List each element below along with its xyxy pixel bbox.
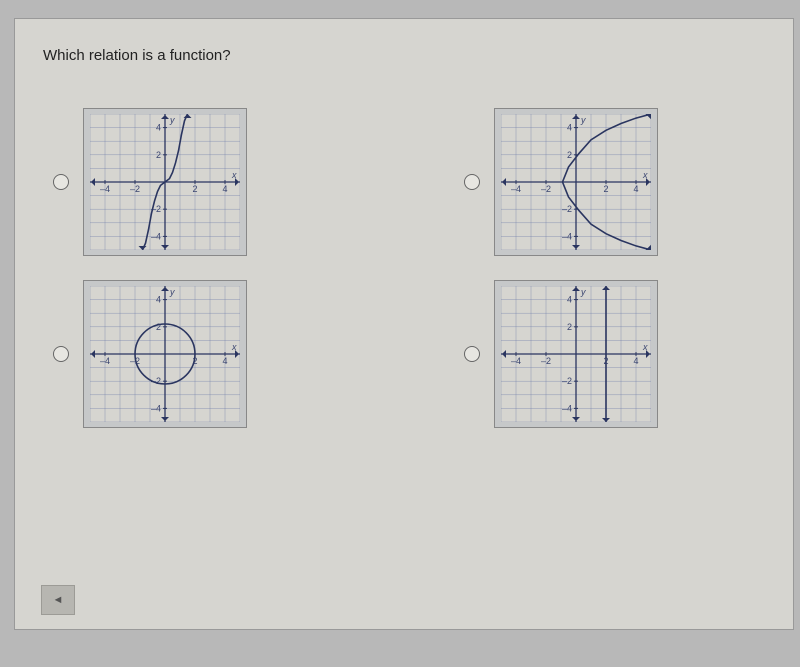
svg-vline: –4–224–4–224yx (501, 286, 651, 422)
svg-text:4: 4 (567, 123, 572, 133)
svg-text:–4: –4 (151, 403, 161, 413)
graph-parabola: –4–224–4–224yx (494, 108, 658, 256)
svg-text:–2: –2 (541, 356, 551, 366)
graph-circle: –4–224–4–224yx (83, 280, 247, 428)
graph-cubic: –4–224–4–224yx (83, 108, 247, 256)
svg-text:–4: –4 (100, 184, 110, 194)
svg-text:–4: –4 (511, 356, 521, 366)
svg-text:2: 2 (192, 184, 197, 194)
svg-text:4: 4 (156, 123, 161, 133)
radio-button[interactable] (464, 346, 480, 362)
radio-button[interactable] (53, 174, 69, 190)
svg-text:4: 4 (222, 184, 227, 194)
svg-text:y: y (169, 287, 175, 297)
svg-text:2: 2 (156, 322, 161, 332)
svg-text:–4: –4 (562, 231, 572, 241)
question-text: Which relation is a function? (43, 47, 765, 64)
radio-button[interactable] (53, 346, 69, 362)
svg-text:2: 2 (567, 150, 572, 160)
options-grid: –4–224–4–224yx –4–224–4–224yx –4–224–4–2… (43, 108, 765, 428)
svg-text:–2: –2 (541, 184, 551, 194)
svg-text:–4: –4 (511, 184, 521, 194)
svg-text:–2: –2 (562, 204, 572, 214)
svg-text:4: 4 (633, 184, 638, 194)
graph-vline: –4–224–4–224yx (494, 280, 658, 428)
svg-circle: –4–224–4–224yx (90, 286, 240, 422)
option-circle[interactable]: –4–224–4–224yx (53, 280, 344, 428)
svg-cubic: –4–224–4–224yx (90, 114, 240, 250)
svg-text:4: 4 (222, 356, 227, 366)
svg-parabola: –4–224–4–224yx (501, 114, 651, 250)
svg-text:–4: –4 (151, 231, 161, 241)
svg-text:2: 2 (567, 322, 572, 332)
option-vline[interactable]: –4–224–4–224yx (464, 280, 755, 428)
back-icon: ◄ (53, 594, 64, 606)
svg-text:2: 2 (603, 184, 608, 194)
back-button[interactable]: ◄ (41, 585, 75, 615)
svg-text:–4: –4 (100, 356, 110, 366)
svg-text:–2: –2 (562, 376, 572, 386)
svg-text:2: 2 (156, 150, 161, 160)
svg-text:x: x (231, 342, 237, 352)
svg-text:4: 4 (633, 356, 638, 366)
svg-text:4: 4 (156, 295, 161, 305)
svg-text:–2: –2 (130, 184, 140, 194)
svg-text:–4: –4 (562, 403, 572, 413)
worksheet-page: Which relation is a function? –4 –2 2 4 –4 –2… (14, 18, 794, 630)
svg-text:y: y (580, 115, 586, 125)
radio-button[interactable] (464, 174, 480, 190)
option-parabola[interactable]: –4–224–4–224yx (464, 108, 755, 256)
svg-text:4: 4 (567, 295, 572, 305)
option-cubic[interactable]: –4–224–4–224yx (53, 108, 344, 256)
svg-text:y: y (580, 287, 586, 297)
svg-text:x: x (642, 342, 648, 352)
svg-text:x: x (642, 170, 648, 180)
svg-text:y: y (169, 115, 175, 125)
svg-text:x: x (231, 170, 237, 180)
